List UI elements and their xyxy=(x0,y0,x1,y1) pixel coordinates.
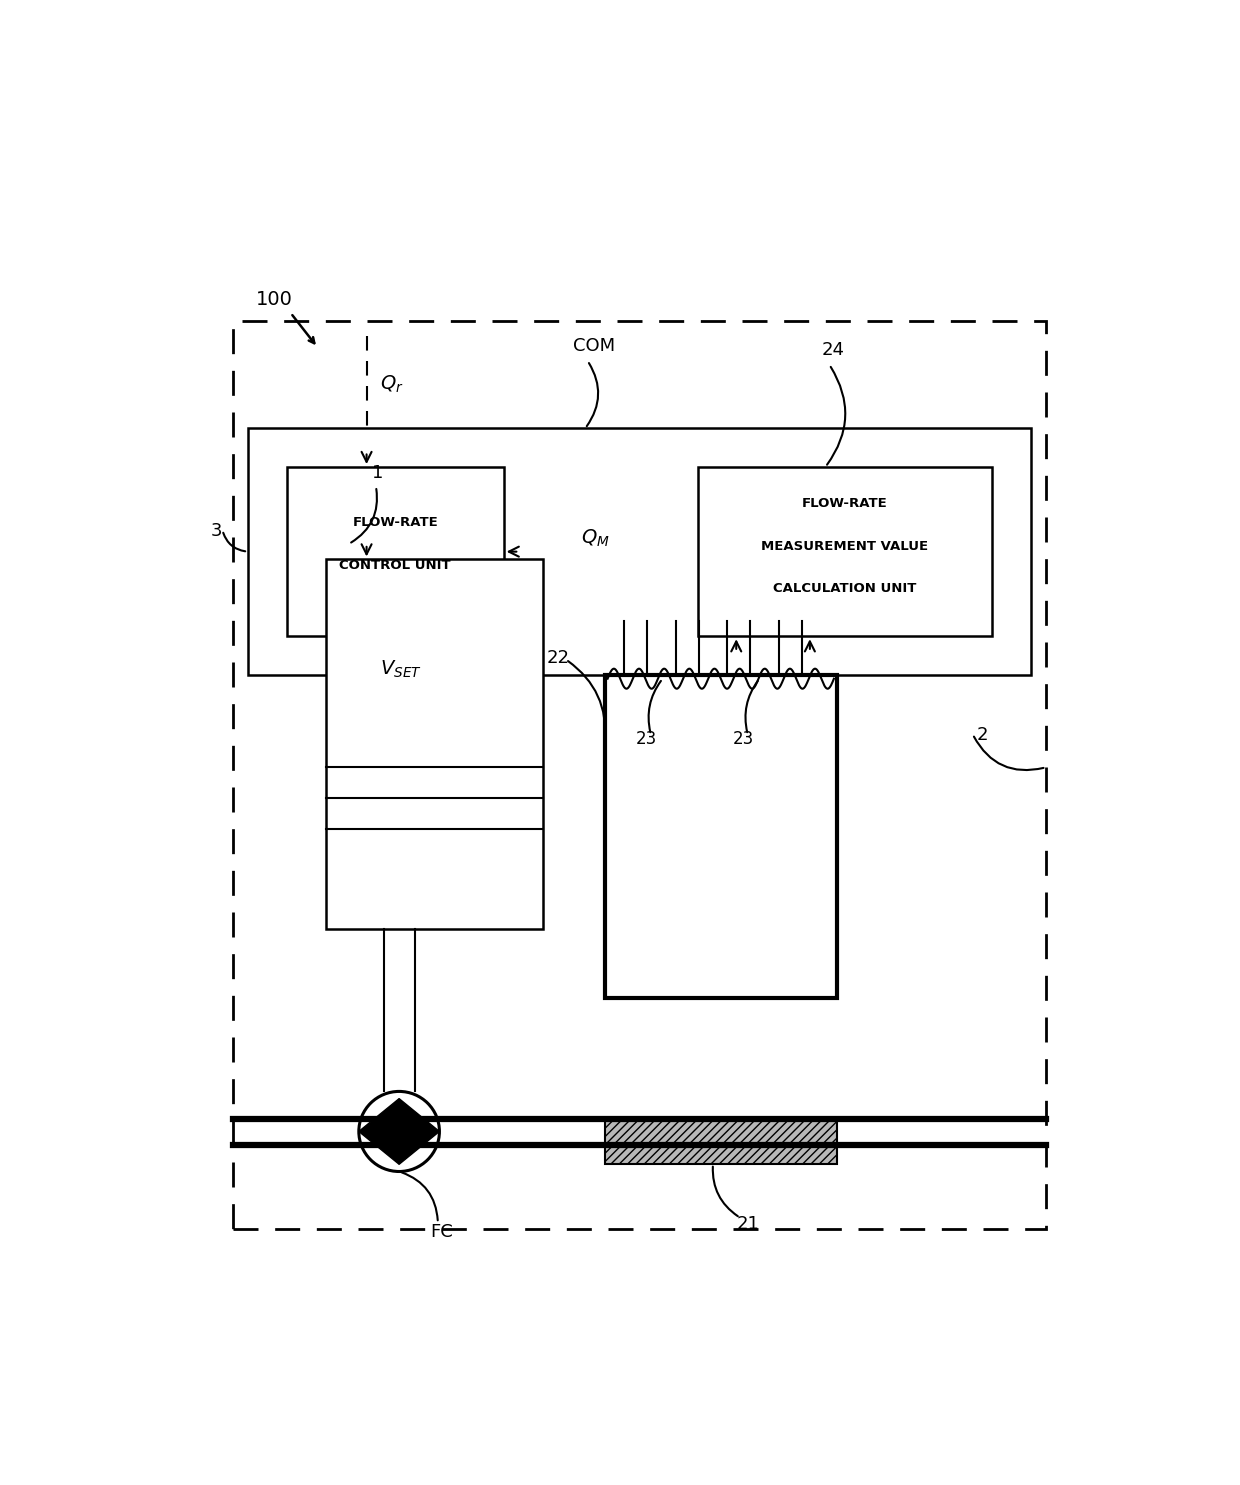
Text: 21: 21 xyxy=(737,1215,759,1233)
Bar xyxy=(605,1120,837,1164)
Bar xyxy=(233,321,1047,1230)
Text: $Q_M$: $Q_M$ xyxy=(582,529,610,549)
Bar xyxy=(325,560,543,930)
Bar xyxy=(697,466,992,637)
Bar xyxy=(605,674,837,998)
Text: CONTROL UNIT: CONTROL UNIT xyxy=(340,558,451,572)
Text: FLOW-RATE: FLOW-RATE xyxy=(802,497,888,511)
Text: $V_{SET}$: $V_{SET}$ xyxy=(379,659,422,680)
Text: $Q_r$: $Q_r$ xyxy=(379,374,403,395)
Polygon shape xyxy=(358,1099,399,1164)
Text: 23: 23 xyxy=(635,731,657,748)
Text: FLOW-RATE: FLOW-RATE xyxy=(352,515,438,529)
Text: FC: FC xyxy=(430,1224,453,1241)
Bar xyxy=(286,466,503,637)
Text: 22: 22 xyxy=(547,649,569,667)
Text: 23: 23 xyxy=(733,731,754,748)
Text: 2: 2 xyxy=(977,726,988,744)
Text: 100: 100 xyxy=(255,290,293,309)
Bar xyxy=(248,429,1030,674)
Text: 24: 24 xyxy=(821,342,844,359)
Polygon shape xyxy=(399,1099,439,1164)
Text: 1: 1 xyxy=(372,465,383,483)
Text: COM: COM xyxy=(573,337,615,355)
Text: CALCULATION UNIT: CALCULATION UNIT xyxy=(773,582,916,595)
Text: 3: 3 xyxy=(211,523,222,541)
Text: MEASUREMENT VALUE: MEASUREMENT VALUE xyxy=(761,539,929,552)
